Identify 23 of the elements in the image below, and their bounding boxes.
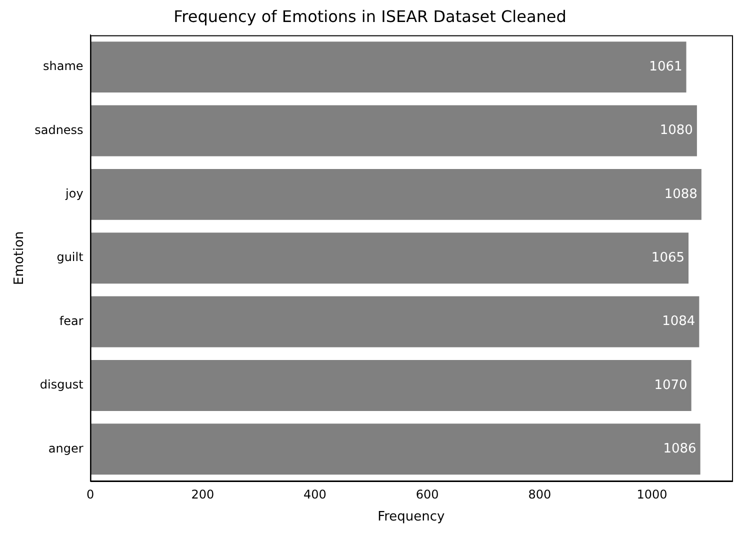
y-tick-label: fear <box>59 314 84 328</box>
x-tick-label: 800 <box>528 487 552 502</box>
x-axis-title: Frequency <box>378 510 446 525</box>
y-tick-label: guilt <box>56 250 84 264</box>
y-axis-title: Emotion <box>12 231 28 285</box>
data-label: 1065 <box>651 250 685 266</box>
y-tick-label: anger <box>48 441 84 456</box>
y-tick-label: disgust <box>40 378 84 392</box>
x-tick-label: 400 <box>304 487 326 502</box>
data-label: 1088 <box>664 186 698 202</box>
x-tick-label: 1000 <box>636 487 668 502</box>
y-tick-label: joy <box>64 186 84 201</box>
x-tick-label: 600 <box>416 487 439 502</box>
data-label: 1084 <box>662 314 696 330</box>
y-tick-label: sadness <box>34 122 84 137</box>
x-tick-label: 200 <box>191 487 214 502</box>
data-label: 1061 <box>649 59 682 74</box>
data-label: 1080 <box>660 123 693 138</box>
data-label: 1086 <box>663 442 696 457</box>
x-tick-label: 0 <box>86 487 94 502</box>
y-tick-label: shame <box>43 59 84 74</box>
data-label: 1070 <box>654 378 688 393</box>
chart-title: Frequency of Emotions in ISEAR Dataset Cleaned <box>174 6 566 26</box>
